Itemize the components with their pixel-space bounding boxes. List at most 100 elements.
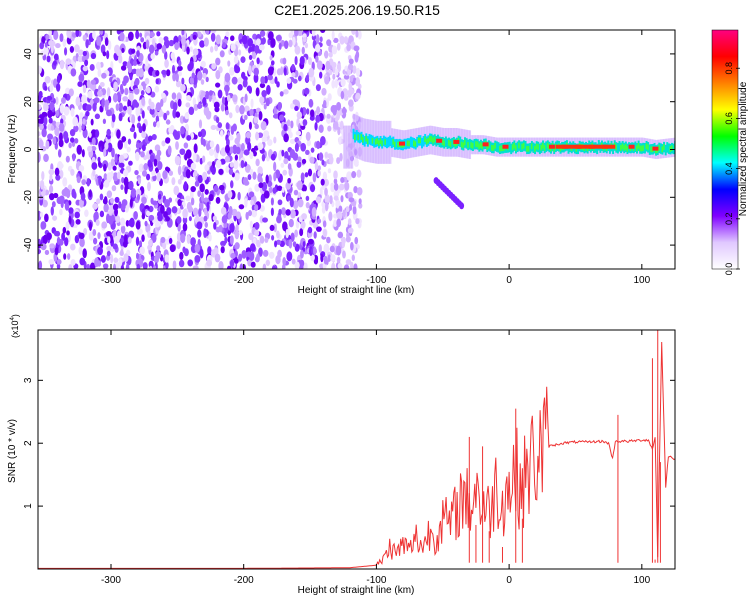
- heatmap-cell: [177, 199, 182, 207]
- heatmap-cell: [320, 30, 326, 34]
- heatmap-cell: [165, 261, 169, 269]
- heatmap-cell: [276, 185, 283, 192]
- heatmap-cell: [219, 50, 225, 58]
- heatmap-cell: [294, 45, 301, 55]
- heatmap-cell: [331, 262, 336, 269]
- heatmap-cell: [118, 102, 123, 112]
- heatmap-cell: [225, 122, 230, 130]
- heatmap-cell: [166, 110, 170, 116]
- heatmap-cell: [106, 190, 113, 199]
- heatmap-cell: [328, 211, 333, 222]
- heatmap-cell: [487, 142, 490, 149]
- colorbar-tick-label: 0.2: [724, 213, 734, 226]
- heatmap-cell: [317, 165, 322, 171]
- heatmap-cell: [138, 84, 143, 92]
- heatmap-cell: [193, 170, 198, 178]
- heatmap-cell: [244, 105, 250, 113]
- heatmap-cell: [235, 224, 239, 233]
- heatmap-cell: [315, 34, 320, 44]
- heatmap-cell: [373, 137, 376, 148]
- heatmap-cell: [90, 118, 94, 126]
- snr-x-tick-label: -300: [101, 575, 121, 586]
- heatmap-cell: [478, 143, 481, 150]
- heatmap-cell: [448, 139, 451, 146]
- heatmap-cell: [114, 153, 118, 163]
- heatmap-cell: [276, 230, 280, 239]
- heatmap-cell: [249, 168, 254, 176]
- heatmap-cell: [229, 67, 235, 76]
- heatmap-cell: [172, 108, 177, 119]
- heatmap-cell: [427, 137, 430, 144]
- heatmap-cell: [326, 39, 332, 47]
- heatmap-cell: [260, 120, 267, 131]
- heatmap-cell: [516, 141, 519, 153]
- heatmap-cell: [199, 94, 204, 100]
- heatmap-cell: [224, 236, 228, 244]
- heatmap-cell: [330, 254, 336, 262]
- heatmap-cell: [489, 141, 492, 152]
- heatmap-cell: [315, 196, 322, 204]
- heatmap-cell: [67, 253, 71, 260]
- heatmap-cell: [234, 242, 240, 250]
- heatmap-cell: [45, 140, 50, 150]
- heatmap-cell: [381, 140, 384, 147]
- heatmap-cell: [160, 236, 166, 244]
- heatmap-cell: [197, 131, 203, 138]
- heatmap-cell: [63, 130, 69, 141]
- heatmap-cell: [117, 139, 123, 150]
- heatmap-cell: [659, 143, 662, 154]
- heatmap-cell: [318, 124, 324, 134]
- heatmap-cell: [278, 42, 282, 50]
- heatmap-cell: [140, 151, 145, 158]
- heatmap-cell: [258, 44, 265, 51]
- heatmap-cell: [91, 162, 98, 170]
- heatmap-cell: [205, 30, 210, 35]
- heatmap-cell: [123, 169, 129, 177]
- heatmap-cell: [395, 138, 398, 150]
- heatmap-cell: [197, 229, 202, 238]
- heatmap-cell: [343, 125, 346, 169]
- heatmap-x-tick-label: 0: [506, 275, 512, 286]
- heatmap-cell: [615, 144, 618, 151]
- heatmap-cell: [103, 203, 109, 213]
- heatmap-cell: [126, 146, 131, 153]
- heatmap-cell: [135, 30, 140, 40]
- heatmap-cell: [167, 145, 172, 156]
- heatmap-cell: [411, 137, 414, 148]
- heatmap-x-axis-label: Height of straight line (km): [298, 285, 415, 296]
- heatmap-cell: [93, 237, 98, 245]
- heatmap-cell: [63, 106, 70, 116]
- heatmap-cell: [106, 250, 111, 257]
- heatmap-cell: [341, 107, 347, 115]
- heatmap-cell: [476, 141, 479, 148]
- heatmap-cell: [198, 119, 203, 129]
- heatmap-cell: [320, 253, 324, 263]
- heatmap-cell: [290, 30, 294, 37]
- heatmap-cell: [170, 52, 175, 60]
- heatmap-cell: [122, 96, 129, 102]
- heatmap-cell: [368, 134, 371, 145]
- heatmap-cell: [227, 60, 231, 67]
- heatmap-cell: [336, 218, 342, 228]
- heatmap-cell: [348, 125, 351, 169]
- heatmap-cell: [289, 149, 296, 159]
- heatmap-cell: [48, 168, 55, 176]
- heatmap-cell: [432, 137, 435, 144]
- heatmap-cell: [227, 94, 231, 102]
- heatmap-cell: [95, 129, 99, 138]
- heatmap-cell: [230, 35, 235, 42]
- heatmap-cell: [154, 85, 160, 93]
- heatmap-cell: [38, 118, 44, 124]
- heatmap-cell: [169, 244, 176, 253]
- heatmap-cell: [55, 43, 61, 49]
- heatmap-cell: [352, 128, 355, 140]
- heatmap-cell: [526, 145, 529, 152]
- heatmap-cell: [253, 67, 259, 76]
- heatmap-cell: [252, 171, 257, 180]
- heatmap-cell: [244, 114, 248, 121]
- heatmap-cell: [180, 233, 186, 244]
- heatmap-cell: [152, 174, 157, 182]
- heatmap-cell: [267, 138, 273, 147]
- heatmap-cell: [38, 248, 42, 255]
- heatmap-cell: [305, 131, 311, 142]
